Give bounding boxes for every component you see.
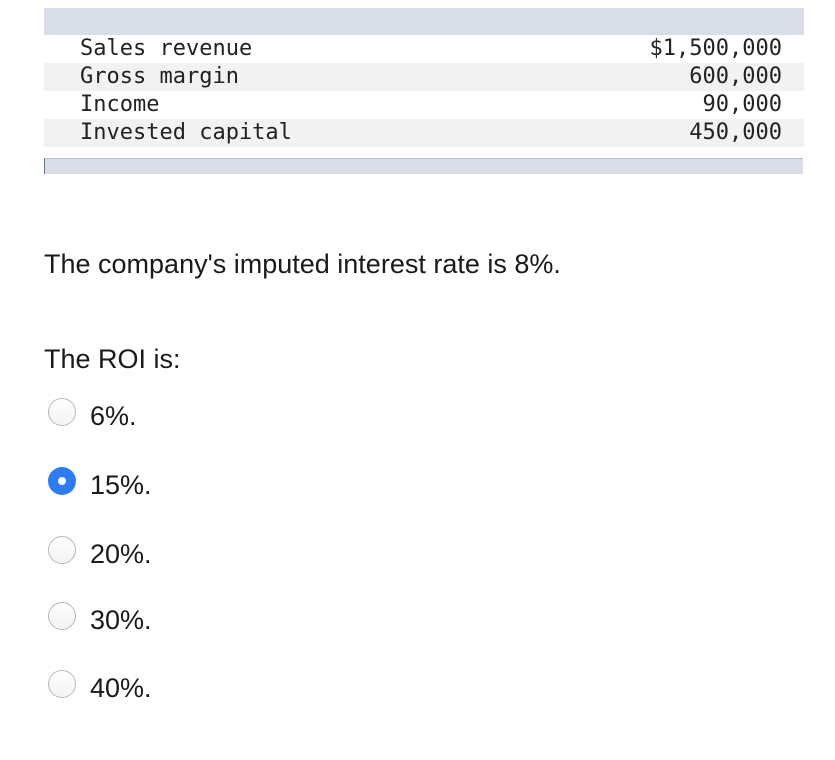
table-row-income: Income 90,000 (44, 91, 804, 119)
radio-button[interactable] (48, 670, 76, 698)
table-row-invested-capital: Invested capital 450,000 (44, 119, 804, 147)
radio-button-selected[interactable] (48, 467, 76, 495)
option-label[interactable]: 20%. (90, 539, 152, 569)
row-value: 450,000 (689, 120, 782, 145)
row-label: Gross margin (80, 64, 239, 89)
row-label: Income (80, 92, 160, 117)
option-label[interactable]: 30%. (90, 605, 152, 635)
row-value: $1,500,000 (649, 36, 782, 61)
question-prompt: The ROI is: (44, 344, 181, 374)
radio-button[interactable] (48, 536, 76, 564)
row-label: Sales revenue (80, 36, 253, 61)
row-value: 90,000 (702, 92, 782, 117)
radio-button[interactable] (48, 398, 76, 426)
financial-data-table: Sales revenue $1,500,000 Gross margin 60… (44, 8, 804, 175)
table-row-gross-margin: Gross margin 600,000 (44, 63, 804, 91)
option-label[interactable]: 6%. (90, 401, 137, 431)
interest-rate-statement: The company's imputed interest rate is 8… (44, 249, 561, 279)
option-label[interactable]: 15%. (90, 470, 152, 500)
answer-option-6[interactable]: 6%. (48, 398, 308, 432)
table-row-sales-revenue: Sales revenue $1,500,000 (44, 35, 804, 63)
option-label[interactable]: 40%. (90, 673, 152, 703)
row-label: Invested capital (80, 120, 292, 145)
table-header-bar (44, 8, 804, 35)
radio-button[interactable] (48, 602, 76, 630)
table-footer-bar (44, 158, 803, 174)
row-value: 600,000 (689, 64, 782, 89)
answer-option-15[interactable]: 15%. (48, 467, 308, 501)
answer-option-40[interactable]: 40%. (48, 670, 308, 704)
answer-option-20[interactable]: 20%. (48, 536, 308, 570)
answer-option-30[interactable]: 30%. (48, 602, 308, 636)
